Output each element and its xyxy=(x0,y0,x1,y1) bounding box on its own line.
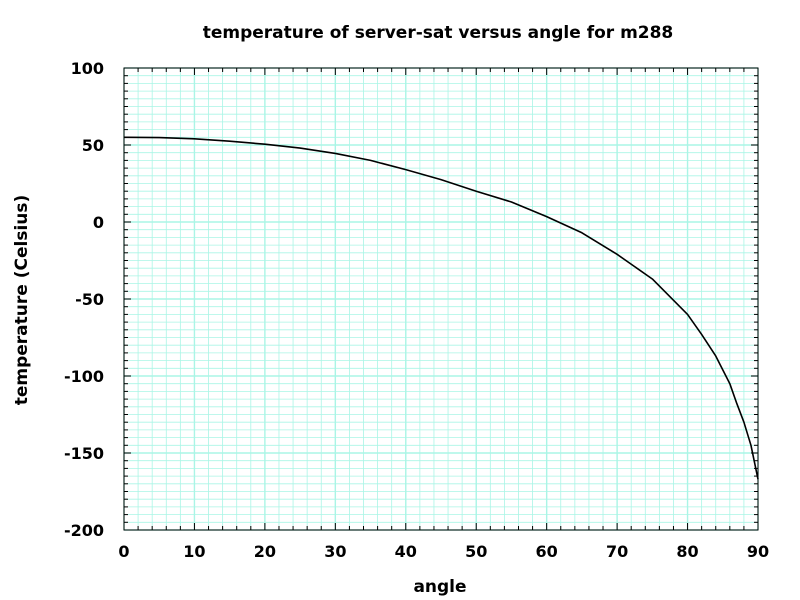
series-line xyxy=(123,136,759,480)
tick-labels: 0 10 20 30 40 50 60 70 80 90 100 50 0 -50 -100 -150 -200 xyxy=(64,59,769,561)
x-tick-label: 80 xyxy=(676,542,698,561)
y-tick-label: -150 xyxy=(64,444,104,463)
x-tick-label: 30 xyxy=(324,542,346,561)
y-tick-label: 50 xyxy=(82,136,104,155)
y-tick-label: -200 xyxy=(64,521,104,540)
y-tick-label: 100 xyxy=(71,59,104,78)
y-tick-label: 0 xyxy=(93,213,104,232)
x-tick-label: 40 xyxy=(395,542,417,561)
x-tick-label: 60 xyxy=(536,542,558,561)
x-tick-label: 90 xyxy=(747,542,769,561)
x-tick-label: 0 xyxy=(118,542,129,561)
x-tick-label: 10 xyxy=(183,542,205,561)
series xyxy=(123,136,759,480)
grid xyxy=(123,67,759,531)
x-tick-label: 20 xyxy=(254,542,276,561)
x-tick-label: 70 xyxy=(606,542,628,561)
y-tick-label: -100 xyxy=(64,367,104,386)
ticks xyxy=(123,67,759,531)
x-axis-label: angle xyxy=(413,577,466,597)
x-tick-label: 50 xyxy=(465,542,487,561)
chart-title: temperature of server-sat versus angle f… xyxy=(203,23,674,43)
y-tick-label: -50 xyxy=(75,290,104,309)
y-axis-label: temperature (Celsius) xyxy=(12,195,32,406)
